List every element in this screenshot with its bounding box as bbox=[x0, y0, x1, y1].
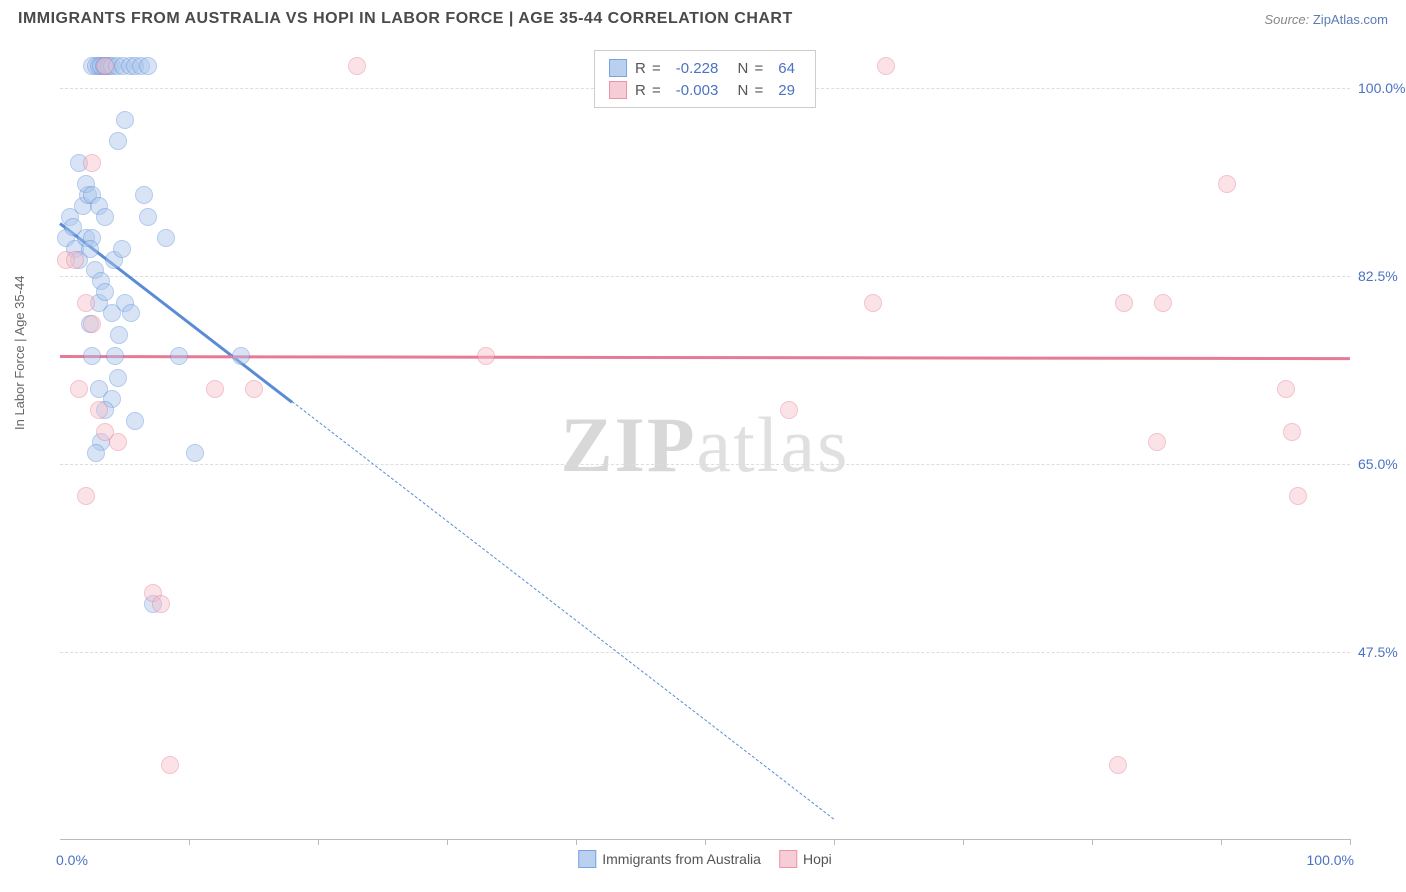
x-tick bbox=[576, 839, 577, 845]
legend-swatch bbox=[779, 850, 797, 868]
data-point bbox=[186, 444, 204, 462]
trend-line bbox=[60, 355, 1350, 360]
data-point bbox=[877, 57, 895, 75]
n-value: 64 bbox=[772, 60, 801, 77]
x-axis-max-label: 100.0% bbox=[1307, 852, 1354, 868]
y-tick-label: 82.5% bbox=[1358, 268, 1406, 284]
x-axis-min-label: 0.0% bbox=[56, 852, 88, 868]
x-tick bbox=[834, 839, 835, 845]
data-point bbox=[135, 186, 153, 204]
data-point bbox=[152, 595, 170, 613]
x-tick bbox=[1092, 839, 1093, 845]
stat-row: R = -0.003 N = 29 bbox=[609, 79, 801, 101]
data-point bbox=[1148, 433, 1166, 451]
x-tick bbox=[705, 839, 706, 845]
r-label: R = bbox=[635, 60, 662, 77]
y-tick-label: 100.0% bbox=[1358, 80, 1406, 96]
data-point bbox=[157, 229, 175, 247]
source-label: Source: bbox=[1264, 12, 1312, 27]
data-point bbox=[109, 433, 127, 451]
stat-row: R = -0.228 N = 64 bbox=[609, 57, 801, 79]
data-point bbox=[110, 326, 128, 344]
data-point bbox=[83, 154, 101, 172]
y-tick-label: 65.0% bbox=[1358, 456, 1406, 472]
data-point bbox=[77, 294, 95, 312]
data-point bbox=[77, 487, 95, 505]
data-point bbox=[161, 756, 179, 774]
x-tick bbox=[1221, 839, 1222, 845]
data-point bbox=[116, 111, 134, 129]
source-credit: Source: ZipAtlas.com bbox=[1264, 12, 1388, 27]
data-point bbox=[1283, 423, 1301, 441]
bottom-legend: Immigrants from Australia Hopi bbox=[578, 850, 832, 868]
data-point bbox=[106, 347, 124, 365]
r-label: R = bbox=[635, 82, 662, 99]
legend-item: Immigrants from Australia bbox=[578, 850, 761, 868]
gridline-h bbox=[60, 464, 1350, 465]
source-link[interactable]: ZipAtlas.com bbox=[1313, 12, 1388, 27]
chart-title: IMMIGRANTS FROM AUSTRALIA VS HOPI IN LAB… bbox=[18, 10, 793, 28]
data-point bbox=[864, 294, 882, 312]
legend-label: Immigrants from Australia bbox=[602, 851, 761, 867]
data-point bbox=[1109, 756, 1127, 774]
y-tick-label: 47.5% bbox=[1358, 644, 1406, 660]
watermark-zip: ZIP bbox=[561, 401, 697, 488]
data-point bbox=[87, 444, 105, 462]
watermark-atlas: atlas bbox=[697, 401, 850, 488]
data-point bbox=[1277, 380, 1295, 398]
data-point bbox=[90, 401, 108, 419]
data-point bbox=[70, 380, 88, 398]
r-value: -0.003 bbox=[670, 82, 725, 99]
legend-swatch bbox=[578, 850, 596, 868]
data-point bbox=[348, 57, 366, 75]
data-point bbox=[245, 380, 263, 398]
data-point bbox=[1289, 487, 1307, 505]
data-point bbox=[113, 240, 131, 258]
x-tick bbox=[189, 839, 190, 845]
x-tick bbox=[963, 839, 964, 845]
legend-swatch bbox=[609, 81, 627, 99]
legend-swatch bbox=[609, 59, 627, 77]
correlation-stats-box: R = -0.228 N = 64 R = -0.003 N = 29 bbox=[594, 50, 816, 108]
data-point bbox=[206, 380, 224, 398]
data-point bbox=[477, 347, 495, 365]
data-point bbox=[232, 347, 250, 365]
data-point bbox=[83, 315, 101, 333]
data-point bbox=[109, 369, 127, 387]
data-point bbox=[1154, 294, 1172, 312]
data-point bbox=[66, 251, 84, 269]
n-label: N = bbox=[732, 82, 764, 99]
data-point bbox=[139, 57, 157, 75]
data-point bbox=[126, 412, 144, 430]
gridline-h bbox=[60, 276, 1350, 277]
legend-item: Hopi bbox=[779, 850, 832, 868]
data-point bbox=[96, 208, 114, 226]
data-point bbox=[139, 208, 157, 226]
x-tick bbox=[1350, 839, 1351, 845]
plot-surface: ZIPatlas 47.5%65.0%82.5%100.0% bbox=[60, 50, 1350, 840]
data-point bbox=[122, 304, 140, 322]
chart-area: ZIPatlas 47.5%65.0%82.5%100.0% R = -0.228… bbox=[60, 50, 1350, 840]
data-point bbox=[83, 347, 101, 365]
legend-label: Hopi bbox=[803, 851, 832, 867]
y-axis-label: In Labor Force | Age 35-44 bbox=[12, 276, 27, 430]
data-point bbox=[96, 57, 114, 75]
x-tick bbox=[447, 839, 448, 845]
gridline-h bbox=[60, 652, 1350, 653]
data-point bbox=[1218, 175, 1236, 193]
n-label: N = bbox=[732, 60, 764, 77]
data-point bbox=[170, 347, 188, 365]
x-tick bbox=[318, 839, 319, 845]
watermark: ZIPatlas bbox=[561, 400, 850, 490]
data-point bbox=[780, 401, 798, 419]
n-value: 29 bbox=[772, 82, 801, 99]
data-point bbox=[96, 283, 114, 301]
data-point bbox=[109, 132, 127, 150]
data-point bbox=[1115, 294, 1133, 312]
r-value: -0.228 bbox=[670, 60, 725, 77]
